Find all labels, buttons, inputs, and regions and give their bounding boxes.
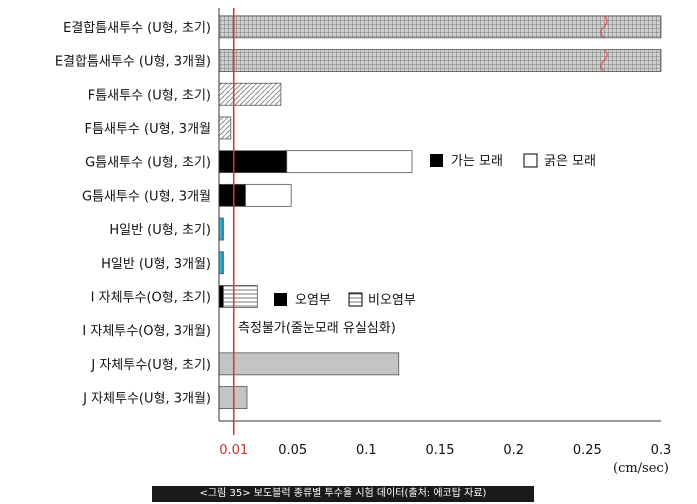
tick-labels: 0.01 0.05 0.1 0.15 0.2 0.25 0.3 <box>219 443 671 458</box>
x-axis <box>218 8 661 435</box>
category-label-6: G틈새투수 (U형, 3개월 <box>82 189 211 204</box>
category-label-7: H일반 (U형, 초기) <box>109 223 211 238</box>
annotation-unmeasurable: 측정불가(줄눈모래 유실심화) <box>238 321 396 336</box>
category-label-10: I 자체투수(O형, 3개월) <box>82 324 211 339</box>
bar-4-segment-1 <box>218 116 232 140</box>
bar-6-segment-2 <box>245 183 292 207</box>
legend-swatch-fine-sand <box>430 154 443 167</box>
legend-label-contaminated: 오염부 <box>295 293 331 308</box>
x-tick-label-3: 0.1 <box>356 443 377 458</box>
bar-3-segment-1 <box>218 82 282 106</box>
legend-sand: 가는 모래 굵은 모래 <box>430 153 596 169</box>
category-label-12: J 자체투수(U형, 3개월) <box>82 392 211 407</box>
bar-6-segment-1 <box>218 183 246 207</box>
axis-break-mark-1 <box>600 15 608 39</box>
category-label-2: E결합틈새투수 (U형, 3개월) <box>55 55 211 70</box>
legend-label-fine-sand: 가는 모래 <box>451 154 503 169</box>
category-label-11: J 자체투수(U형, 초기) <box>90 358 211 373</box>
axis-break-mark-2 <box>600 49 608 72</box>
legend-swatch-uncontaminated <box>348 292 363 307</box>
x-tick-label-2: 0.05 <box>278 443 307 458</box>
legend-swatch-contaminated <box>274 293 287 306</box>
x-tick-label-5: 0.2 <box>503 443 524 458</box>
bar-7-segment-1 <box>218 217 224 241</box>
unit-label: (cm/sec) <box>613 461 669 476</box>
category-labels: E결합틈새투수 (U형, 초기) E결합틈새투수 (U형, 3개월) F틈새투수 (… <box>55 21 211 407</box>
category-label-5: G틈새투수 (U형, 초기) <box>85 156 211 171</box>
figure-caption: <그림 35> 보도블럭 종류별 투수율 시험 데이터(출처: 에코탑 자료) <box>152 486 534 502</box>
bar-11-segment-1 <box>218 352 400 376</box>
legend-contamination: 오염부 비오염부 <box>274 292 416 308</box>
bar-9-segment-1 <box>218 285 224 308</box>
bar-2-segment-1 <box>218 49 662 72</box>
category-label-1: E결합틈새투수 (U형, 초기) <box>63 21 211 36</box>
category-label-9: I 자체투수(O형, 초기) <box>91 290 211 305</box>
bars-layer <box>218 15 662 409</box>
bar-9-segment-2 <box>223 285 258 308</box>
legend-label-coarse-sand: 굵은 모래 <box>544 154 596 169</box>
x-tick-label-7: 0.3 <box>651 443 672 458</box>
legend-swatch-coarse-sand <box>523 153 538 168</box>
x-tick-label-1: 0.01 <box>219 443 248 458</box>
bar-5-segment-1 <box>218 150 288 174</box>
bar-5-segment-2 <box>286 150 413 174</box>
bar-1-segment-1 <box>218 15 662 39</box>
category-label-3: F틈새투수 (U형, 초기) <box>88 88 211 103</box>
bar-8-segment-1 <box>218 251 224 275</box>
legend-label-uncontaminated: 비오염부 <box>368 293 416 308</box>
category-label-4: F틈새투수 (U형, 3개월 <box>85 122 211 137</box>
x-tick-label-6: 0.25 <box>573 443 602 458</box>
category-label-8: H일반 (U형, 3개월) <box>101 257 211 272</box>
x-tick-label-4: 0.15 <box>426 443 455 458</box>
